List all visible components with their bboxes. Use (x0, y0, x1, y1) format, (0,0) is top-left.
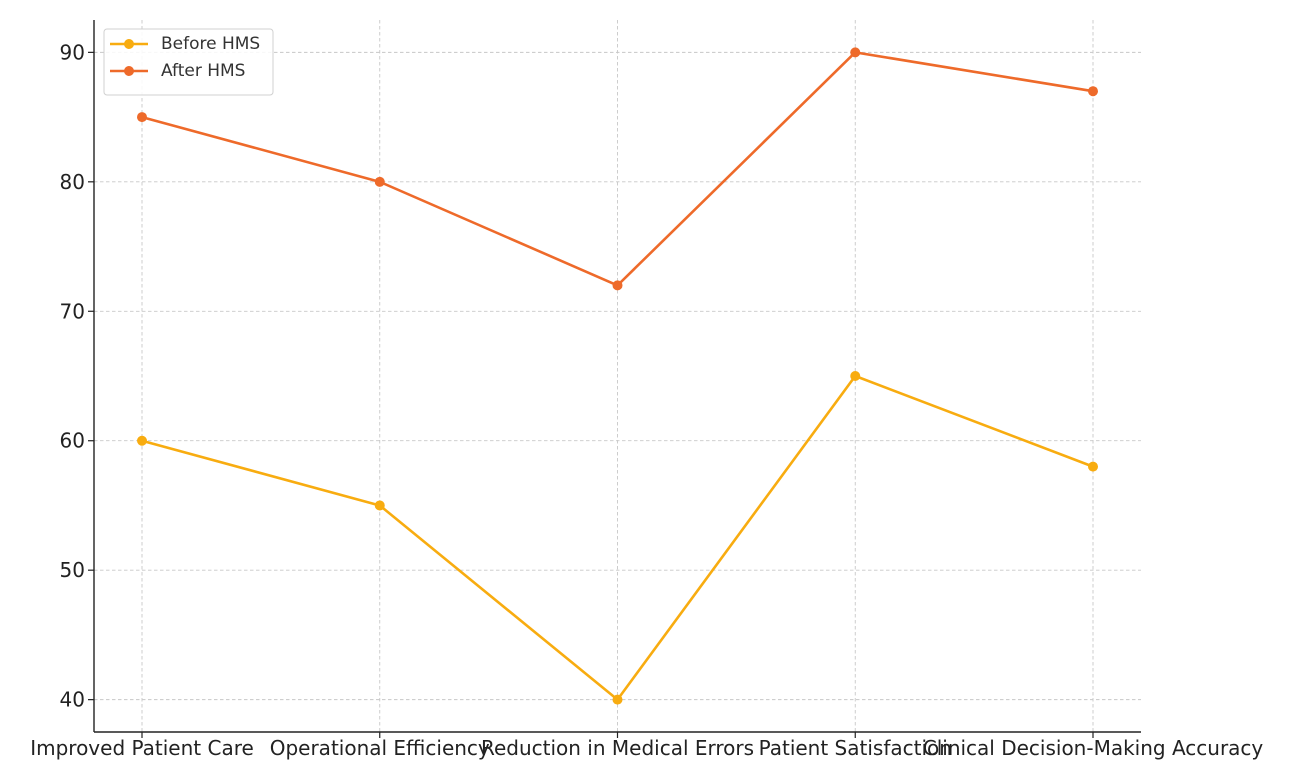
data-point (1088, 461, 1098, 472)
data-point (374, 176, 385, 187)
y-tick-label: 60 (60, 429, 85, 453)
data-point (850, 371, 861, 381)
x-tick-label: Improved Patient Care (30, 736, 254, 760)
series-group (137, 47, 1098, 705)
y-tick-label: 50 (60, 558, 85, 582)
y-tick-label: 70 (60, 299, 85, 323)
legend-label: Before HMS (161, 34, 260, 54)
data-point (374, 500, 385, 511)
legend-box (103, 28, 274, 96)
data-point (850, 47, 861, 58)
axes (88, 20, 1141, 738)
x-tick-label: Patient Satisfaction (759, 736, 952, 760)
data-point (612, 280, 623, 291)
legend-swatch-marker (124, 39, 134, 49)
y-tick-label: 40 (60, 688, 85, 712)
x-tick-label: Operational Efficiency (270, 736, 490, 760)
tick-labels: 40 50 60 70 80 90 Improved Patient Care Operati… (30, 40, 1263, 760)
data-point (137, 112, 147, 123)
legend-swatch-marker (124, 66, 134, 76)
legend: Before HMS After HMS (103, 28, 274, 96)
x-tick-label: Clinical Decision-Making Accuracy (923, 736, 1264, 760)
y-tick-label: 80 (60, 170, 85, 194)
grid (94, 20, 1141, 732)
y-tick-label: 90 (60, 40, 85, 64)
data-point (612, 694, 623, 705)
data-point (1088, 86, 1098, 97)
data-point (137, 435, 147, 446)
legend-label: After HMS (161, 61, 245, 81)
x-tick-label: Reduction in Medical Errors (481, 736, 754, 760)
